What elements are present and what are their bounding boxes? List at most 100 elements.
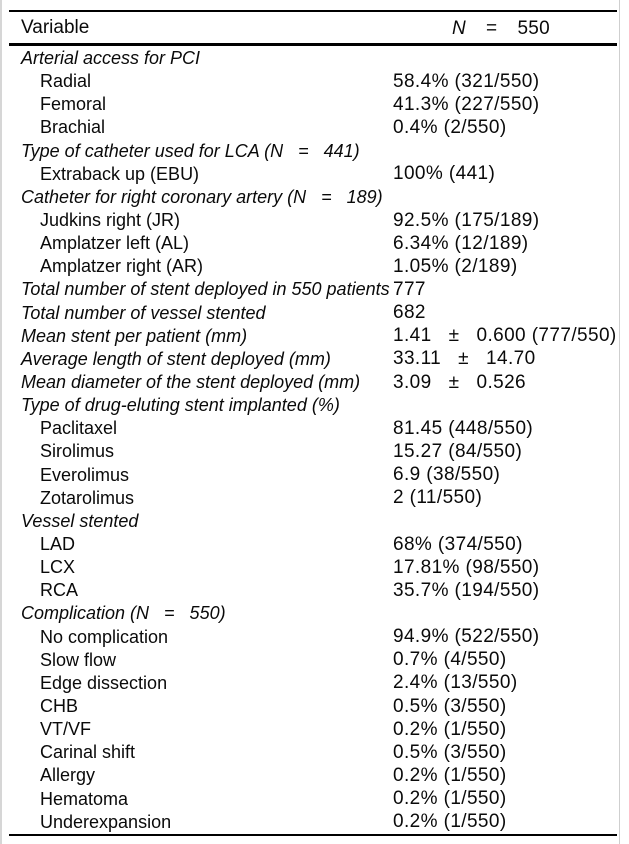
row-label-section: Mean diameter of the stent deployed (mm) (21, 372, 361, 393)
procedural-characteristics-table: Variable N = 550 Arterial access for PCI… (9, 10, 617, 836)
row-label-item: Paclitaxel (40, 418, 118, 439)
row-label-section: Complication (N = 550) (21, 603, 226, 624)
row-value: 15.27 (84/550) (393, 440, 523, 462)
row-value: 0.2% (1/550) (393, 811, 507, 833)
row-value: 92.5% (175/189) (393, 209, 540, 231)
row-label-item: Slow flow (40, 649, 117, 670)
table-row: Paclitaxel 81.45 (448/550) (9, 417, 617, 440)
row-value: 2 (11/550) (393, 487, 483, 509)
table-row: VT/VF 0.2% (1/550) (9, 718, 617, 741)
row-value: 35.7% (194/550) (393, 579, 540, 601)
row-label-item: Everolimus (40, 464, 130, 485)
n-total: 550 (517, 17, 551, 39)
table-row: LCX 17.81% (98/550) (9, 556, 617, 579)
table-row: Everolimus 6.9 (38/550) (9, 464, 617, 487)
row-label-item: No complication (40, 626, 169, 647)
table-row: Femoral 41.3% (227/550) (9, 93, 617, 116)
table-row: Mean stent per patient (mm) 1.41 ± 0.600 … (9, 325, 617, 348)
row-label-item: Amplatzer right (AR) (40, 256, 204, 277)
table-row: Sirolimus 15.27 (84/550) (9, 440, 617, 463)
column-header-variable: Variable (21, 16, 90, 38)
table-row: Underexpansion 0.2% (1/550) (9, 811, 617, 834)
row-label-item: Radial (40, 71, 92, 92)
row-value: 682 (393, 302, 426, 324)
table-row: Carinal shift 0.5% (3/550) (9, 741, 617, 764)
row-label-item: VT/VF (40, 719, 92, 740)
row-label-item: LAD (40, 534, 76, 555)
row-label-item: Amplatzer left (AL) (40, 233, 190, 254)
row-value: 0.2% (1/550) (393, 764, 507, 786)
row-label-section: Total number of vessel stented (21, 302, 266, 323)
row-value: 6.34% (12/189) (393, 232, 529, 254)
row-label-item: Underexpansion (40, 811, 172, 832)
row-value: 81.45 (448/550) (393, 417, 534, 439)
table-row: Amplatzer right (AR) 1.05% (2/189) (9, 255, 617, 278)
row-value: 17.81% (98/550) (393, 556, 540, 578)
table-header-row: Variable N = 550 (9, 10, 617, 46)
equals-sign: = (486, 17, 498, 39)
table-row: Total number of vessel stented 682 (9, 302, 617, 325)
table-row: LAD 68% (374/550) (9, 533, 617, 556)
row-label-section: Type of catheter used for LCA (N = 441) (21, 140, 360, 161)
row-label-item: Allergy (40, 765, 96, 786)
table-row: Type of catheter used for LCA (N = 441) (9, 140, 617, 163)
row-label-section: Vessel stented (21, 510, 139, 531)
table-row: Vessel stented (9, 510, 617, 533)
row-value: 0.5% (3/550) (393, 695, 507, 717)
page-right-edge (619, 0, 620, 844)
row-label-item: LCX (40, 557, 76, 578)
row-label-section: Average length of stent deployed (mm) (21, 348, 331, 369)
row-value: 94.9% (522/550) (393, 626, 540, 648)
row-value: 0.5% (3/550) (393, 741, 507, 763)
row-value: 3.09 ± 0.526 (393, 371, 527, 393)
row-value: 0.2% (1/550) (393, 788, 507, 810)
row-label-section: Catheter for right coronary artery (N = … (21, 186, 383, 207)
row-label-section: Type of drug-eluting stent implanted (%) (21, 395, 340, 416)
table-row: Type of drug-eluting stent implanted (%) (9, 394, 617, 417)
table-row: Hematoma 0.2% (1/550) (9, 788, 617, 811)
table-row: Amplatzer left (AL) 6.34% (12/189) (9, 232, 617, 255)
row-label-section: Arterial access for PCI (21, 48, 201, 69)
table-row: Arterial access for PCI (9, 47, 617, 70)
row-value: 33.11 ± 14.70 (393, 348, 536, 370)
row-value: 41.3% (227/550) (393, 93, 540, 115)
row-label-item: Extraback up (EBU) (40, 163, 200, 184)
row-value: 1.05% (2/189) (393, 255, 518, 277)
table-row: Radial 58.4% (321/550) (9, 70, 617, 93)
row-label-item: Judkins right (JR) (40, 210, 181, 231)
row-label-section: Mean stent per patient (mm) (21, 325, 248, 346)
table-row: Brachial 0.4% (2/550) (9, 116, 617, 139)
row-label-item: Edge dissection (40, 672, 168, 693)
table-row: Zotarolimus 2 (11/550) (9, 487, 617, 510)
row-value: 58.4% (321/550) (393, 70, 540, 92)
table-row: Average length of stent deployed (mm) 33.… (9, 348, 617, 371)
row-label-item: Brachial (40, 117, 106, 138)
row-label-item: Zotarolimus (40, 487, 135, 508)
row-value: 0.7% (4/550) (393, 649, 507, 671)
column-header-n: N = 550 (452, 12, 550, 45)
table-row: Allergy 0.2% (1/550) (9, 764, 617, 787)
row-value: 2.4% (13/550) (393, 672, 518, 694)
row-label-item: Carinal shift (40, 742, 136, 763)
table-row: No complication 94.9% (522/550) (9, 626, 617, 649)
row-value: 100% (441) (393, 163, 496, 185)
row-value: 6.9 (38/550) (393, 464, 501, 486)
table-row: Edge dissection 2.4% (13/550) (9, 672, 617, 695)
row-label-section: Total number of stent deployed in 550 pa… (21, 279, 390, 300)
table-row: RCA 35.7% (194/550) (9, 579, 617, 602)
row-label-item: CHB (40, 696, 79, 716)
n-symbol: N (452, 17, 467, 39)
table-row: Complication (N = 550) (9, 602, 617, 625)
row-value: 68% (374/550) (393, 533, 523, 555)
table-row: Mean diameter of the stent deployed (mm)… (9, 371, 617, 394)
row-label-item: RCA (40, 580, 79, 601)
row-label-item: Sirolimus (40, 441, 115, 462)
table-row: Slow flow 0.7% (4/550) (9, 649, 617, 672)
table-row: Extraback up (EBU) 100% (441) (9, 163, 617, 186)
row-value: 0.4% (2/550) (393, 116, 507, 138)
row-label-item: Femoral (40, 94, 107, 115)
row-value: 0.2% (1/550) (393, 718, 507, 740)
row-label-item: Hematoma (40, 788, 129, 809)
table-row: Total number of stent deployed in 550 pa… (9, 278, 617, 301)
table-body: Arterial access for PCI Radial 58.4% (321/… (9, 46, 617, 836)
